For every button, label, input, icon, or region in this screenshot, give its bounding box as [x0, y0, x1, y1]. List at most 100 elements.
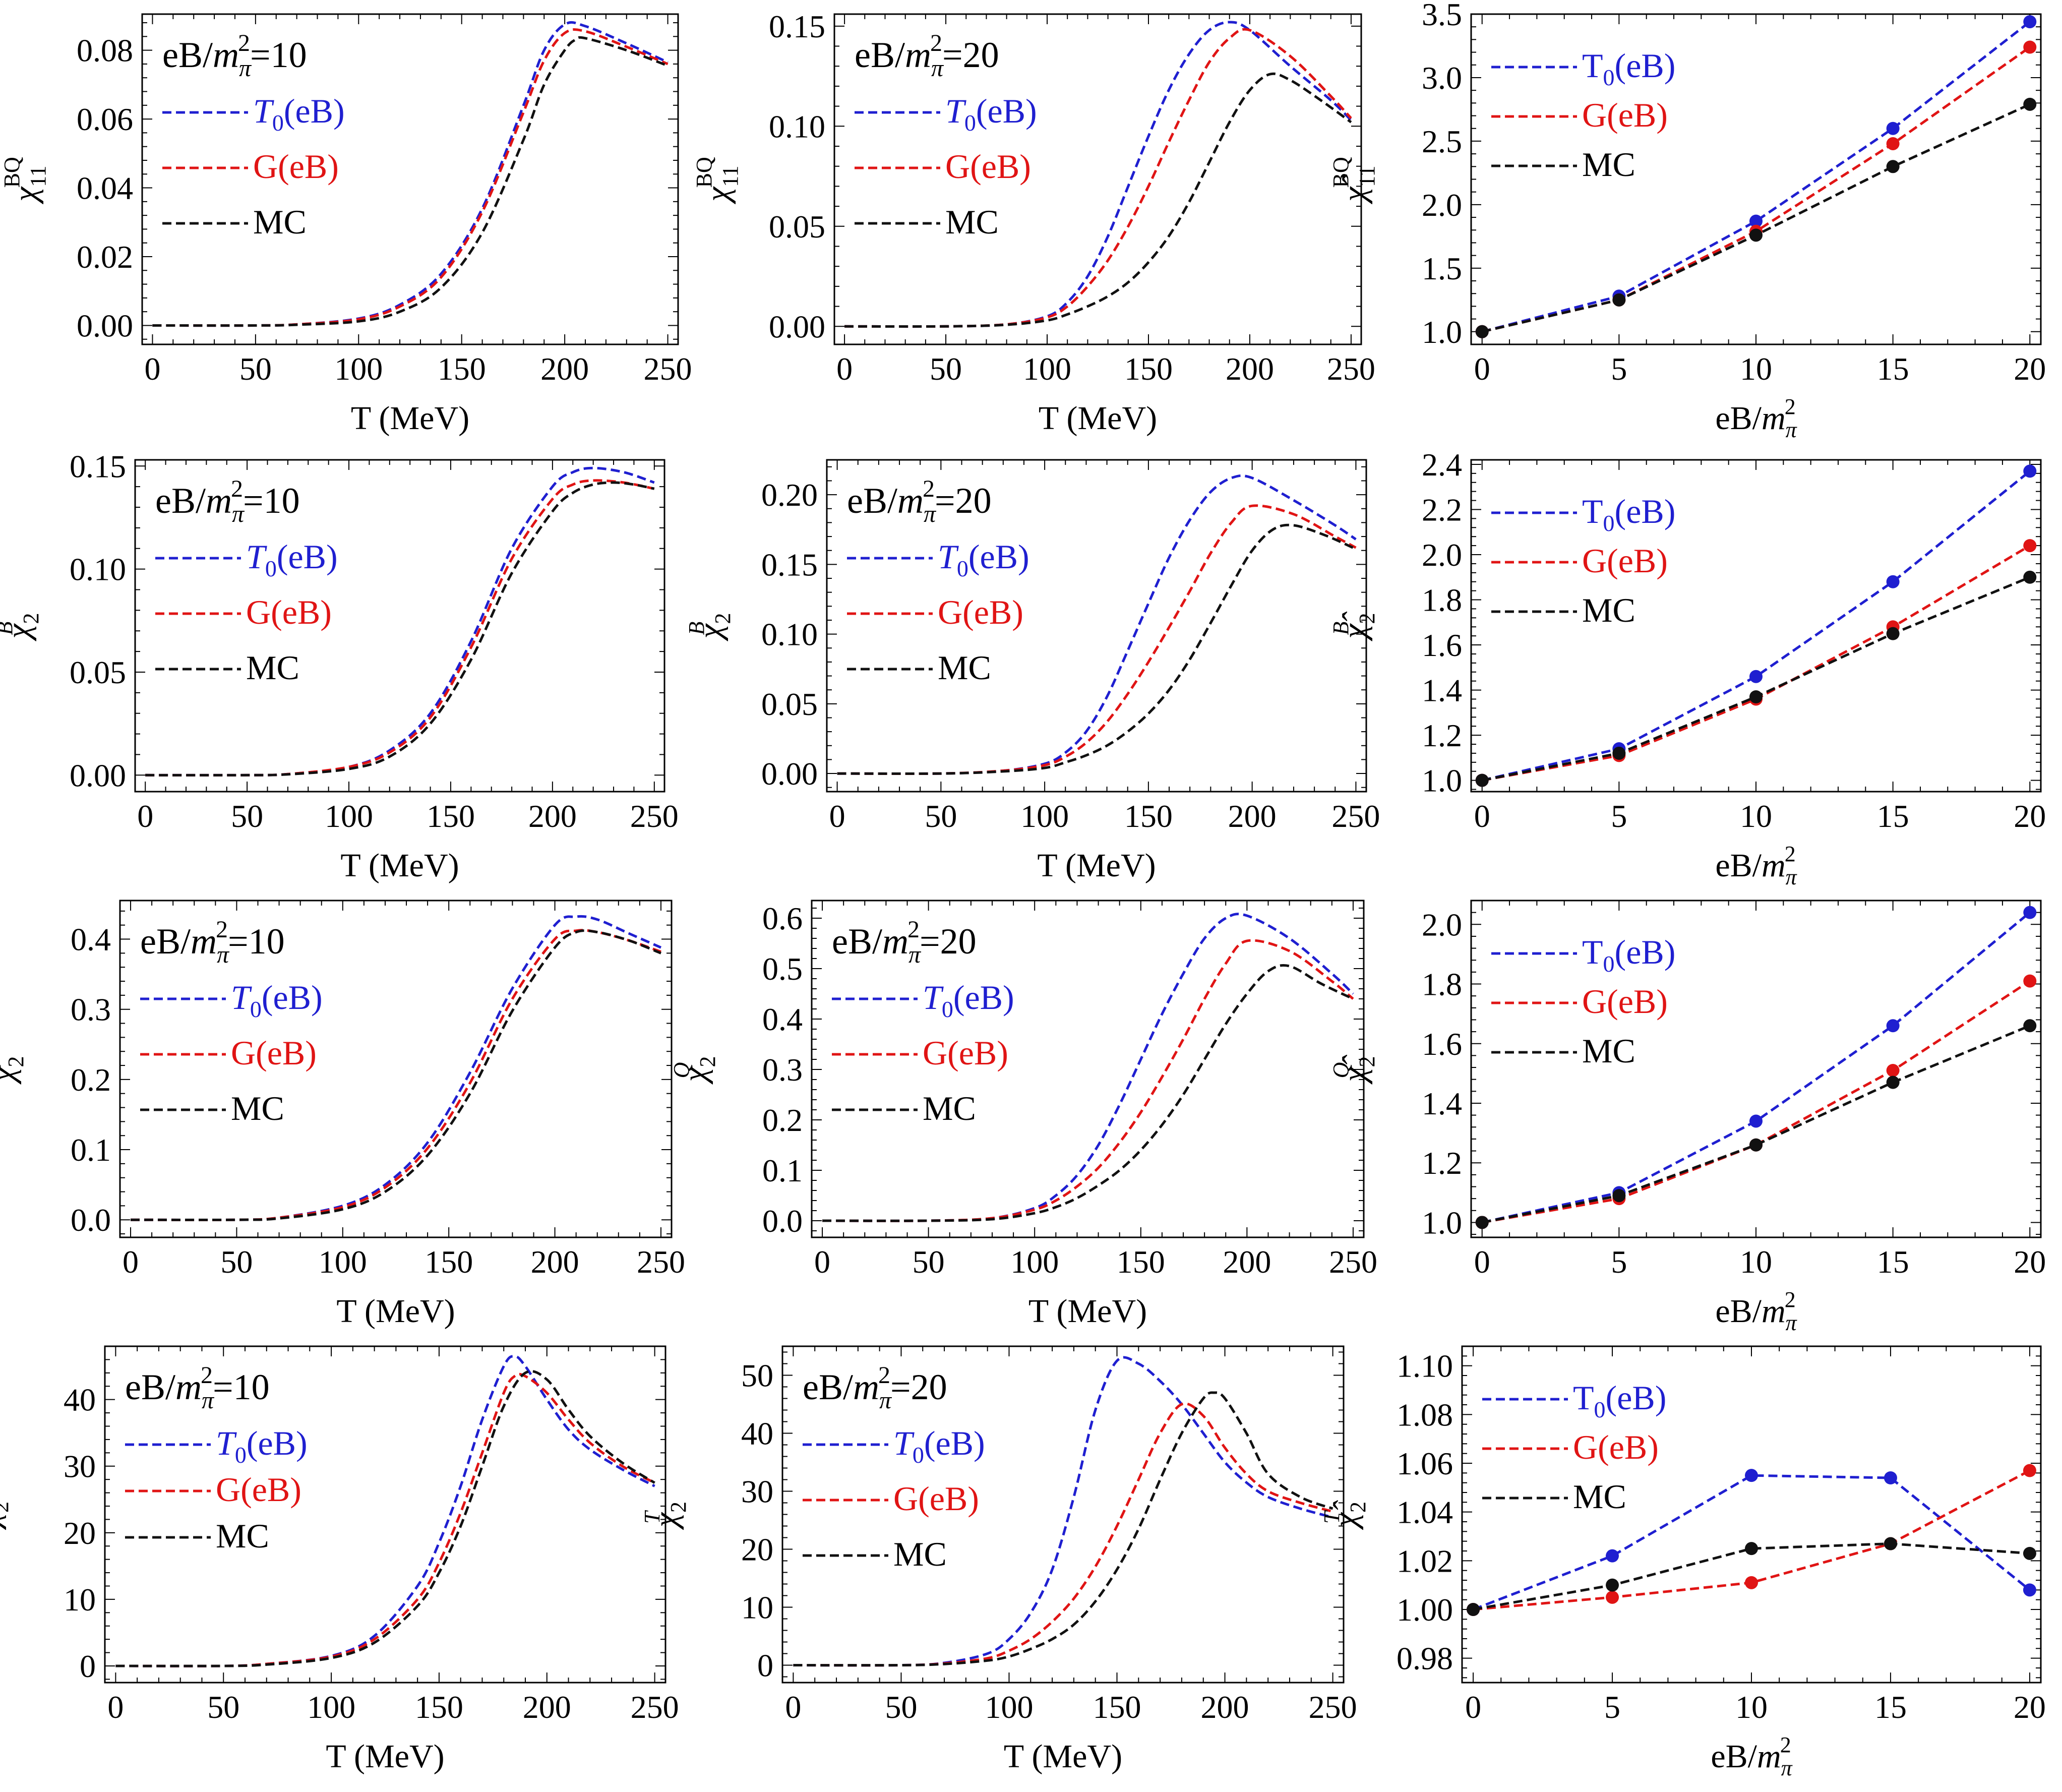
annotation-eb: eB/mπ2=20 [855, 30, 999, 82]
x-tick-label: 100 [325, 798, 373, 834]
data-point-t0 [2023, 1583, 2036, 1597]
data-point-mc [2023, 1546, 2036, 1560]
x-tick-label: 100 [1020, 798, 1069, 834]
series-line-g [837, 504, 1357, 775]
y-tick-label: 30 [64, 1449, 96, 1484]
y-tick-label: 2.0 [1422, 907, 1462, 942]
x-tick-label: 200 [531, 1244, 579, 1280]
x-tick-label: 50 [207, 1689, 239, 1725]
series-line-mc [145, 481, 655, 776]
x-tick-label: 50 [913, 1244, 945, 1280]
y-tick-label: 1.06 [1397, 1446, 1453, 1481]
y-tick-label: 0.06 [77, 101, 133, 137]
legend-label-mc: MC [1573, 1477, 1626, 1516]
series-line-g [822, 939, 1354, 1222]
series-line-mc [115, 1369, 655, 1667]
plot-frame [833, 13, 1362, 345]
x-tick-label: 0 [137, 798, 153, 834]
data-point-mc [1606, 1578, 1619, 1592]
y-tick-label: 0.15 [761, 547, 818, 582]
series-line-t0 [1482, 470, 2031, 782]
y-tick-label: 1.0 [1422, 763, 1462, 799]
series-line-mc [793, 1391, 1333, 1667]
x-tick-label: 0 [836, 351, 853, 387]
legend-label-mc: MC [253, 203, 307, 241]
legend-label-mc: MC [1582, 591, 1635, 629]
x-tick-label: 15 [1877, 798, 1909, 834]
plot-frame [104, 1345, 666, 1684]
legend-label-mc: MC [938, 648, 991, 687]
data-point-mc [2023, 97, 2037, 111]
x-tick-label: 20 [2014, 1689, 2046, 1725]
legend-label-t0: T0(eB) [1582, 933, 1675, 977]
y-tick-label: 0.05 [761, 686, 818, 722]
x-tick-label: 0 [814, 1244, 830, 1280]
legend-label-t0: T0(eB) [923, 978, 1014, 1022]
x-tick-label: 250 [1327, 351, 1375, 387]
legend-label-g: G(eB) [893, 1479, 979, 1518]
y-axis-label: χ2Q [669, 1056, 720, 1085]
legend-label-t0: T0(eB) [938, 537, 1029, 581]
y-tick-label: 2.0 [1422, 537, 1462, 573]
plot-frame [134, 459, 665, 793]
series-line-mc [130, 929, 661, 1221]
y-tick-label: 0.2 [762, 1102, 803, 1138]
plot-frame [1470, 13, 2042, 345]
series-line-mc [822, 964, 1354, 1222]
data-point-mc [1612, 293, 1626, 307]
x-tick-label: 250 [1331, 798, 1380, 834]
y-tick-label: 1.5 [1422, 251, 1462, 286]
x-tick-label: 0 [1465, 1689, 1481, 1725]
y-tick-label: 3.0 [1422, 60, 1462, 96]
x-tick-label: 150 [424, 1244, 473, 1280]
y-tick-label: 0 [80, 1648, 96, 1684]
data-point-g [2023, 1464, 2036, 1477]
y-tick-label: 1.10 [1397, 1348, 1453, 1384]
plot-frame [141, 13, 679, 345]
data-point-mc [1612, 1189, 1626, 1203]
series-line-t0 [1482, 911, 2031, 1224]
x-tick-label: 0 [1474, 1244, 1490, 1280]
legend-label-g: G(eB) [216, 1470, 301, 1509]
y-axis-label: χ2T [640, 1502, 691, 1530]
x-tick-label: 50 [925, 798, 957, 834]
y-tick-label: 0.2 [71, 1062, 111, 1098]
series-line-t0 [1473, 1474, 2031, 1611]
data-point-g [2023, 539, 2037, 553]
x-axis-label: T (MeV) [1028, 1293, 1147, 1330]
x-tick-label: 20 [2014, 1244, 2046, 1280]
plot-frame [826, 459, 1367, 793]
x-axis-label: T (MeV) [1004, 1738, 1122, 1775]
y-axis-label: χ2B [0, 613, 43, 641]
panel-0-1: 0 50 100 150 200 250 0.00 0.05 0.10 0.15 T (MeV) χ1… [692, 9, 1375, 437]
y-tick-label: 0.15 [769, 9, 825, 44]
y-axis-label: χ̂2B [1328, 611, 1379, 641]
x-tick-label: 150 [1093, 1689, 1141, 1725]
panel-3-1: 0 50 100 150 200 250 0 10 20 30 40 50 T (MeV) χ2T eB/m… [640, 1345, 1357, 1775]
x-tick-label: 5 [1611, 1244, 1627, 1280]
data-point-t0 [1886, 122, 1900, 135]
series-line-t0 [1482, 21, 2031, 333]
series-line-g [145, 479, 655, 776]
y-tick-label: 0.00 [761, 756, 818, 792]
series-line-t0 [130, 915, 661, 1222]
series-line-g [1482, 980, 2031, 1224]
y-tick-label: 1.4 [1422, 673, 1462, 708]
x-tick-label: 10 [1740, 351, 1772, 387]
x-tick-label: 50 [220, 1244, 253, 1280]
data-point-g [1886, 1063, 1900, 1077]
legend-label-g: G(eB) [1573, 1428, 1659, 1466]
data-point-g [1886, 137, 1900, 150]
x-tick-label: 250 [631, 1689, 679, 1725]
plot-frame [119, 900, 673, 1238]
y-tick-label: 0.1 [762, 1153, 803, 1188]
x-axis-label: T (MeV) [336, 1293, 455, 1330]
y-tick-label: 1.04 [1397, 1495, 1453, 1530]
data-point-t0 [1749, 1114, 1763, 1128]
x-axis-label: T (MeV) [351, 400, 469, 437]
y-axis-label: χ11BQ [692, 157, 743, 205]
x-tick-label: 5 [1611, 351, 1627, 387]
legend-label-g: G(eB) [1582, 982, 1668, 1021]
y-tick-label: 10 [741, 1590, 773, 1626]
y-tick-label: 0.10 [769, 108, 825, 144]
